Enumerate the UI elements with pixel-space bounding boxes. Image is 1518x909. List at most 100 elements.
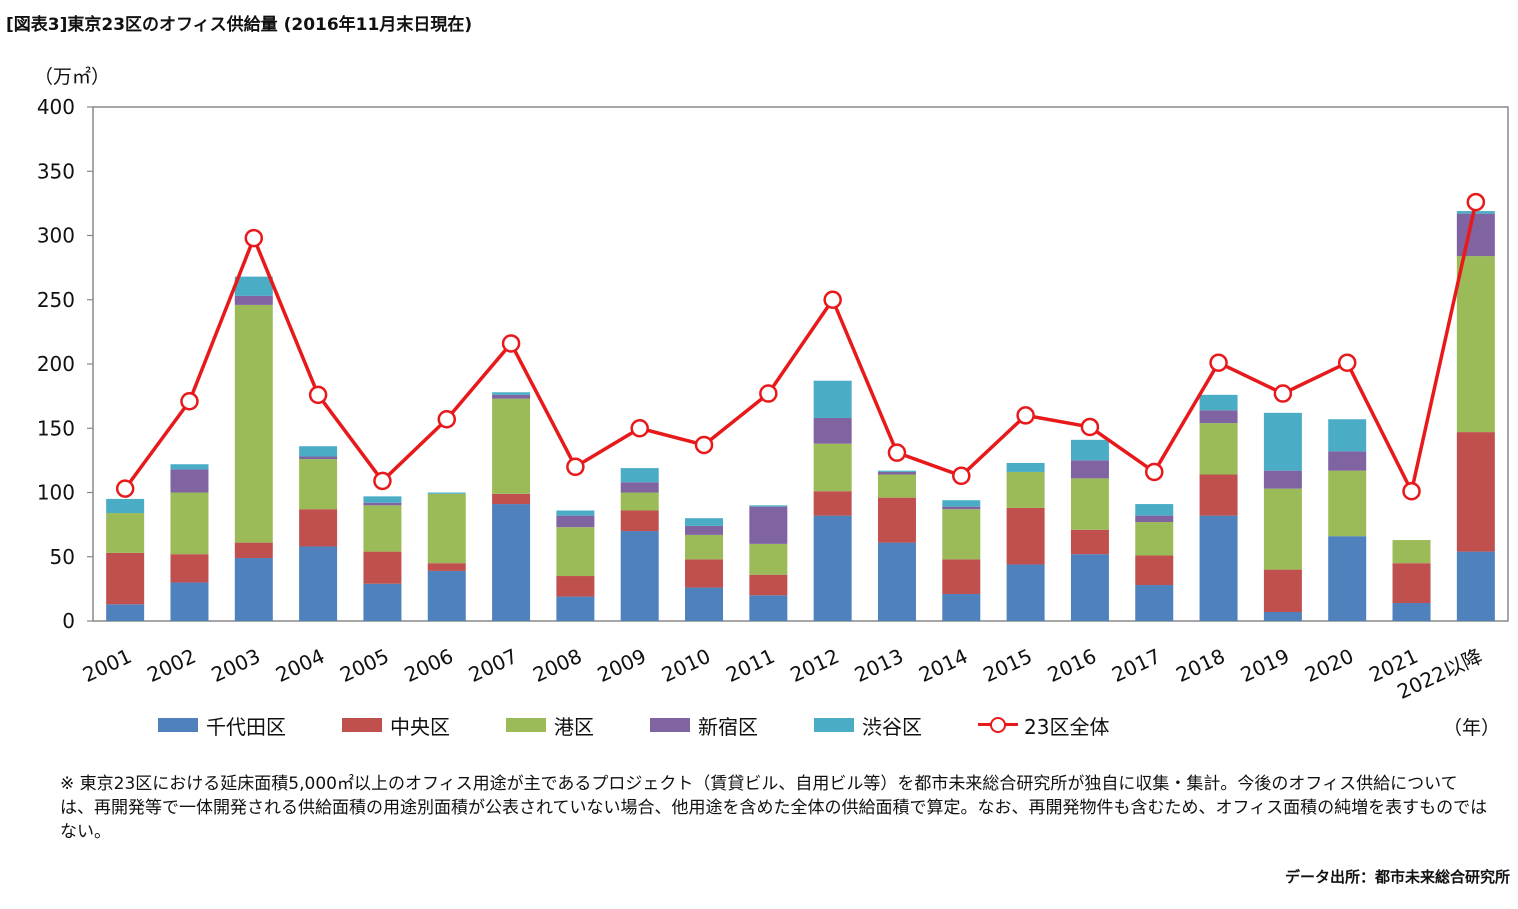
bar-segment <box>1006 507 1045 565</box>
legend-item: 中央区 <box>342 711 450 740</box>
bar-segment <box>170 554 209 583</box>
x-tick-label: 2009 <box>594 644 650 687</box>
total-point <box>1209 353 1228 372</box>
x-tick-label: 2006 <box>401 644 457 687</box>
legend: 千代田区 中央区 港区 新宿区 渋谷区 23区全体 <box>158 710 1165 740</box>
total-point <box>1337 353 1357 372</box>
bar-segment <box>1070 460 1109 479</box>
bar-segment <box>1006 471 1045 508</box>
bar-segment <box>234 304 273 543</box>
bar-segment <box>1199 515 1238 621</box>
x-tick-label: 2018 <box>1172 644 1228 687</box>
total-point <box>1145 462 1164 482</box>
y-tick-label: 350 <box>37 159 75 183</box>
x-tick-label: 2013 <box>851 644 907 687</box>
legend-label: 港区 <box>554 714 594 739</box>
bar-segment <box>1456 432 1495 552</box>
bar-segment <box>620 531 659 621</box>
total-point <box>1466 192 1486 212</box>
chart-title: [図表3]東京23区のオフィス供給量 (2016年11月末日現在) <box>6 15 473 35</box>
bar-segment <box>813 491 852 516</box>
y-tick-label: 50 <box>50 545 75 569</box>
bar-segment <box>877 497 916 543</box>
legend-item: 23区全体 <box>978 711 1109 740</box>
total-point <box>1273 384 1293 403</box>
bar-segment <box>877 471 916 475</box>
bar-segment <box>1392 603 1431 621</box>
total-point <box>759 384 778 403</box>
total-point <box>308 385 328 405</box>
bar-segment <box>620 482 659 493</box>
x-tick-label: 2017 <box>1108 644 1164 687</box>
bar-segment <box>685 518 724 526</box>
bar-segment <box>234 558 273 621</box>
y-tick-label: 250 <box>37 288 75 312</box>
legend-swatch <box>158 718 198 732</box>
bar-segment <box>170 469 209 493</box>
bar-segment <box>813 380 852 418</box>
bar-segment <box>234 542 273 559</box>
bar-segment <box>492 398 531 494</box>
bar-segment <box>106 604 145 621</box>
x-tick-label: 2002 <box>143 644 199 687</box>
bar-segment <box>1456 213 1495 257</box>
bar-segment <box>1070 529 1109 555</box>
y-tick-label: 0 <box>62 609 75 633</box>
data-source: データ出所：都市未来総合研究所 <box>1284 868 1510 886</box>
bar-segment <box>1070 439 1109 461</box>
bar-segment <box>427 570 466 621</box>
bar-segment <box>299 446 338 457</box>
total-point <box>437 410 456 429</box>
bar-segment <box>1456 256 1495 433</box>
bar-segment <box>106 552 145 605</box>
bar-segment <box>1070 554 1109 621</box>
total-point <box>115 479 135 498</box>
x-tick-label: 2011 <box>722 644 778 687</box>
bar-segment <box>363 551 402 584</box>
bar-segment <box>685 525 724 535</box>
x-tick-label: 2012 <box>786 644 842 687</box>
legend-item: 新宿区 <box>650 711 758 740</box>
x-tick-label: 2019 <box>1237 644 1293 687</box>
bar-segment <box>877 474 916 498</box>
total-point <box>1402 481 1421 501</box>
bar-segment <box>1392 563 1431 604</box>
bar-segment <box>106 498 145 514</box>
bar-segment <box>749 505 788 507</box>
bar-segment <box>1135 504 1174 516</box>
y-tick-label: 400 <box>37 95 75 119</box>
total-point <box>887 443 907 462</box>
y-tick-label: 300 <box>37 224 75 248</box>
bar-segment <box>556 596 595 621</box>
total-point <box>180 392 199 411</box>
bar-segment <box>234 295 273 305</box>
bar-segment <box>1328 536 1367 621</box>
total-point <box>501 334 521 353</box>
bar-segment <box>620 510 659 532</box>
x-tick-label: 2005 <box>336 644 392 687</box>
bar-segment <box>234 276 273 296</box>
bar-segment <box>299 509 338 547</box>
bar-segment <box>1199 394 1238 411</box>
bar-segment <box>1456 211 1495 214</box>
x-tick-label: 2004 <box>272 644 328 687</box>
total-point <box>630 419 649 438</box>
bar-segment <box>1135 522 1174 556</box>
bar-segment <box>427 492 466 494</box>
bar-segment <box>749 543 788 575</box>
bar-segment <box>942 500 981 507</box>
total-point <box>1080 417 1100 437</box>
x-tick-label: 2008 <box>529 644 585 687</box>
bar-segment <box>170 582 209 621</box>
x-tick-label: 2016 <box>1044 644 1100 687</box>
bar-segment <box>813 443 852 492</box>
bar-segment <box>1199 410 1238 424</box>
bar-segment <box>492 394 531 399</box>
bar-segment <box>942 594 981 621</box>
footnote: ※ 東京23区における延床面積5,000㎡以上のオフィス用途が主であるプロジェク… <box>60 774 1488 842</box>
y-tick-label: 150 <box>37 416 75 440</box>
total-point <box>244 228 264 248</box>
bar-segment <box>685 559 724 588</box>
total-point <box>566 457 585 477</box>
total-point <box>952 466 971 486</box>
